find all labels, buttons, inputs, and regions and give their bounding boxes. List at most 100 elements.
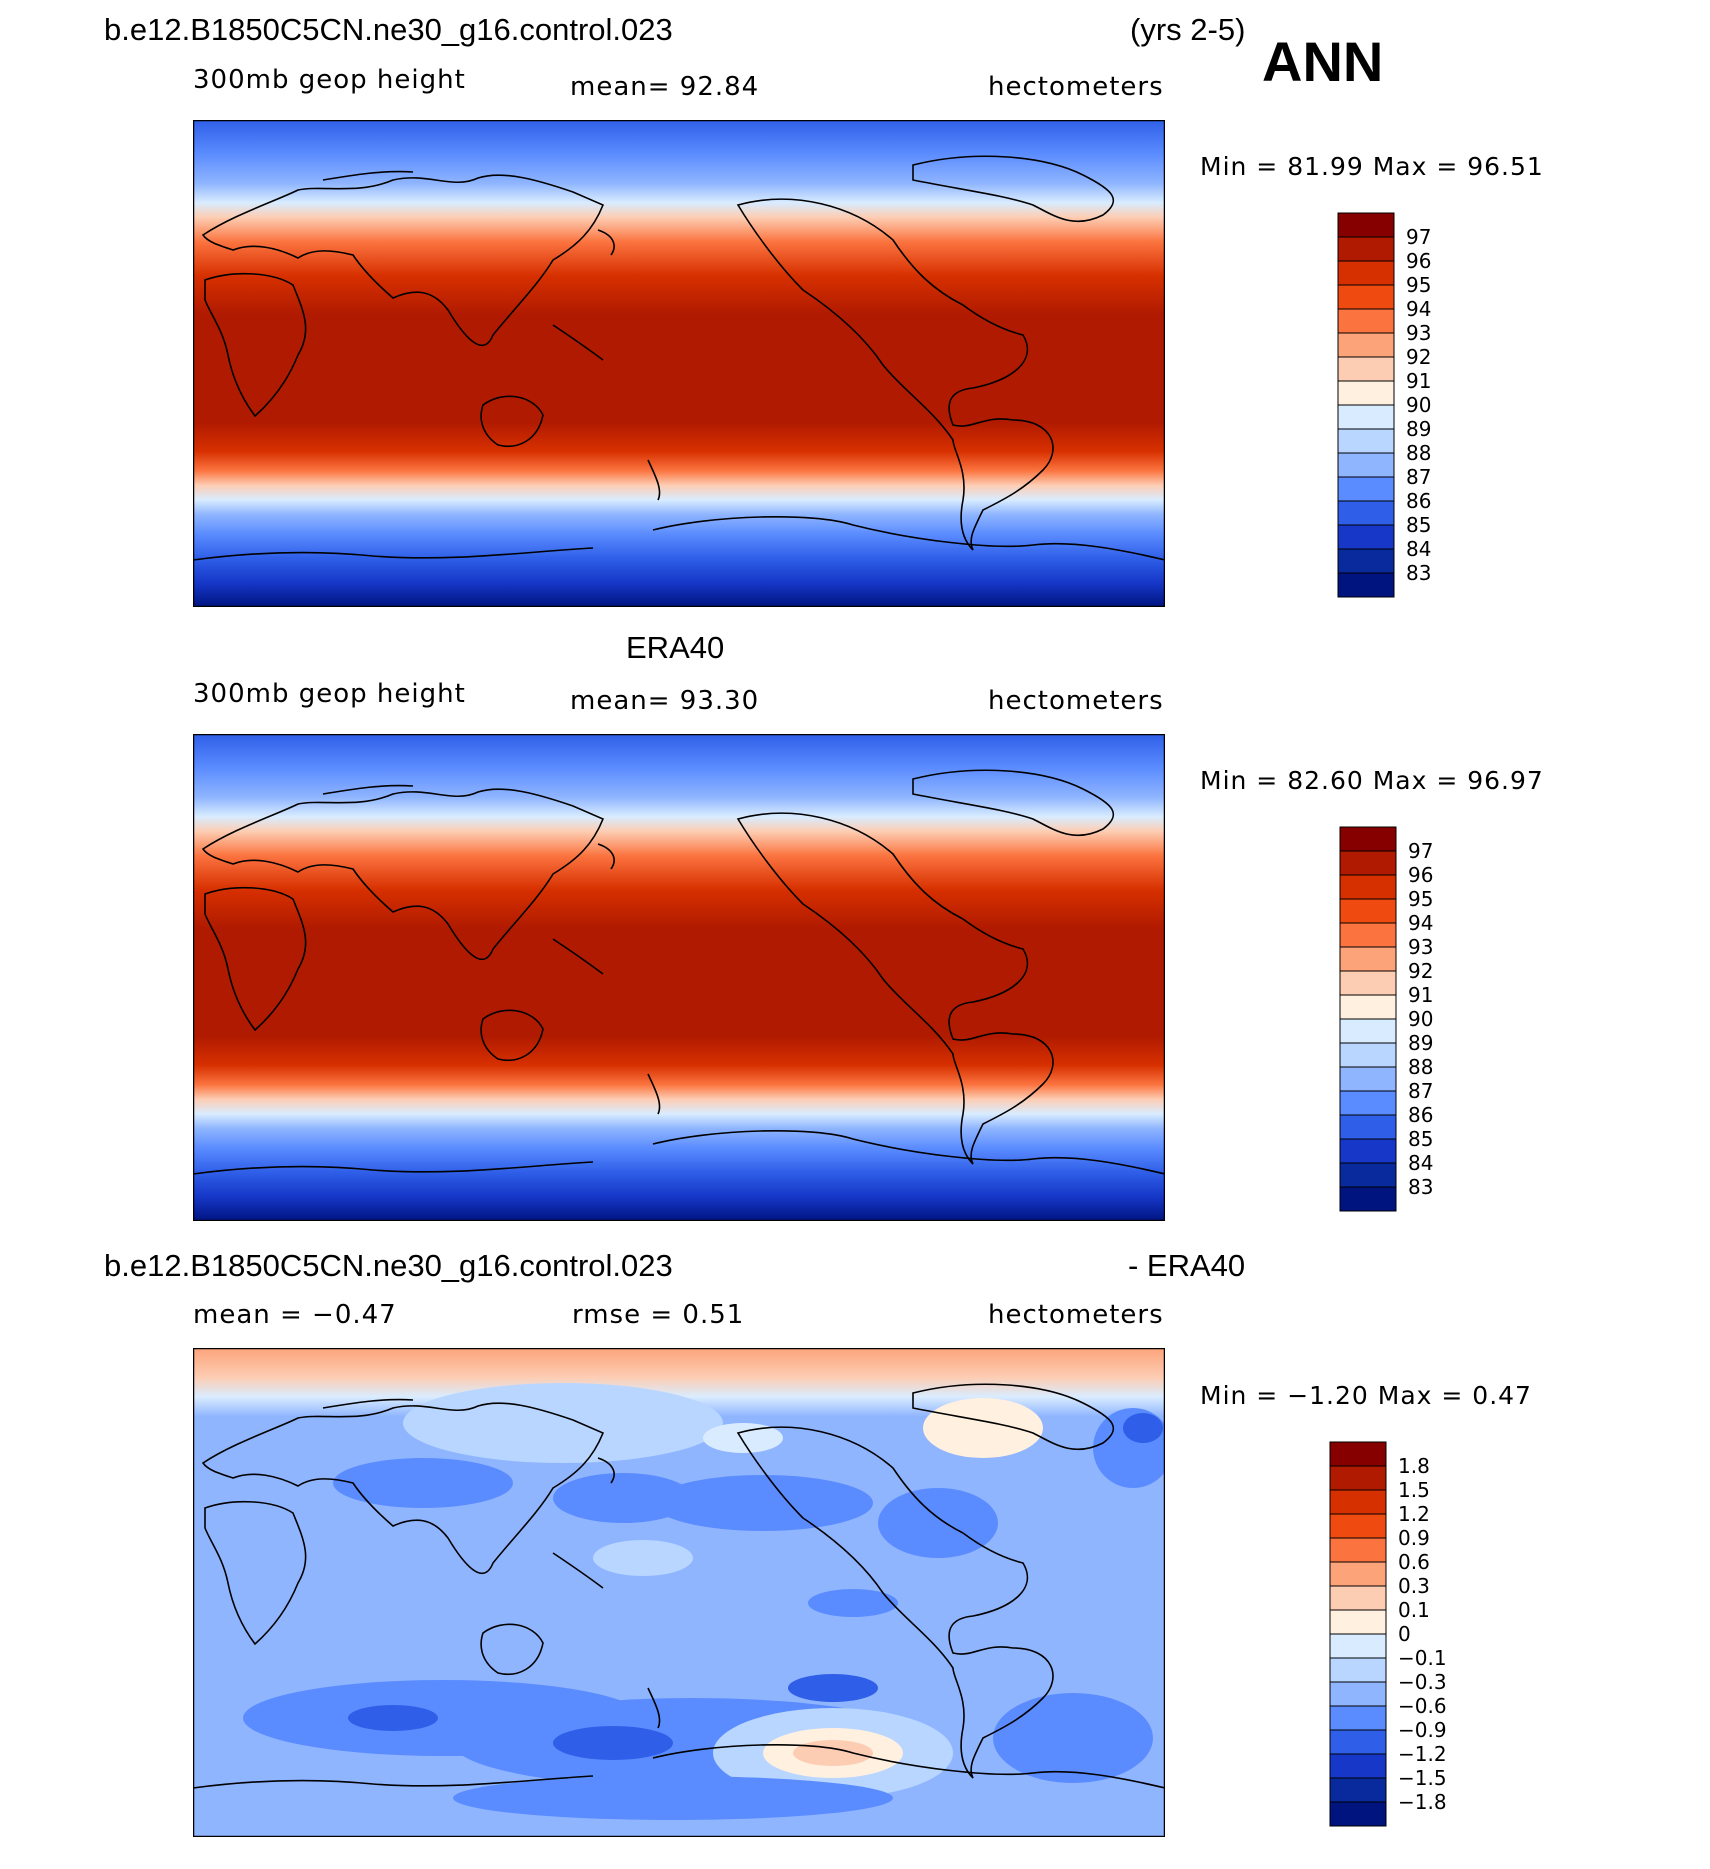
colorbar-box [1329, 1609, 1387, 1635]
colorbar-box [1337, 548, 1395, 574]
colorbar-label: 96 [1406, 249, 1431, 273]
colorbar-label: 83 [1408, 1175, 1433, 1199]
colorbar-box [1337, 332, 1395, 358]
panel-1-years: (yrs 2-5) [1130, 12, 1246, 47]
colorbar-box [1337, 260, 1395, 286]
colorbar-box [1339, 850, 1397, 876]
colorbar-box [1329, 1729, 1387, 1755]
colorbar-box [1329, 1705, 1387, 1731]
colorbar-box [1337, 380, 1395, 406]
colorbar-box [1339, 1018, 1397, 1044]
colorbar-label: 86 [1408, 1103, 1433, 1127]
colorbar-label: 85 [1406, 513, 1431, 537]
colorbar-label: 0.3 [1398, 1574, 1430, 1598]
panel-3-case-title: b.e12.B1850C5CN.ne30_g16.control.023 [104, 1248, 673, 1283]
colorbar-box [1339, 826, 1397, 852]
colorbar-box [1329, 1801, 1387, 1827]
colorbar-box [1337, 428, 1395, 454]
colorbar-box [1337, 572, 1395, 598]
colorbar-box [1339, 1042, 1397, 1068]
colorbar-box [1329, 1561, 1387, 1587]
colorbar-box [1337, 308, 1395, 334]
colorbar-label: 84 [1408, 1151, 1433, 1175]
colorbar-box [1337, 476, 1395, 502]
colorbar-box [1329, 1633, 1387, 1659]
colorbar-box [1339, 922, 1397, 948]
colorbar-label: 87 [1408, 1079, 1433, 1103]
colorbar-box [1339, 1090, 1397, 1116]
panel-1-variable: 300mb geop height [193, 65, 466, 95]
colorbar-label: 0 [1398, 1622, 1411, 1646]
colorbar-label: 1.8 [1398, 1454, 1430, 1478]
panel-1-mean: mean= 92.84 [570, 72, 760, 102]
colorbar-box [1337, 404, 1395, 430]
panel-1-case-title: b.e12.B1850C5CN.ne30_g16.control.023 [104, 12, 673, 47]
colorbar-box [1329, 1585, 1387, 1611]
colorbar-label: 93 [1408, 935, 1433, 959]
colorbar-label: 95 [1408, 887, 1433, 911]
colorbar-label: 85 [1408, 1127, 1433, 1151]
panel-3-map [193, 1348, 1165, 1837]
colorbar-label: −1.8 [1398, 1790, 1447, 1814]
colorbar-label: −0.1 [1398, 1646, 1447, 1670]
panel-3-units: hectometers [988, 1300, 1164, 1330]
colorbar-box [1329, 1777, 1387, 1803]
colorbar-label: −1.2 [1398, 1742, 1447, 1766]
colorbar-label: 96 [1408, 863, 1433, 887]
colorbar-box [1339, 1186, 1397, 1212]
colorbar-box [1329, 1513, 1387, 1539]
panel-2-mean: mean= 93.30 [570, 686, 760, 716]
colorbar-label: 94 [1408, 911, 1433, 935]
colorbar-label: 88 [1408, 1055, 1433, 1079]
colorbar-label: 86 [1406, 489, 1431, 513]
colorbar-label: 89 [1408, 1031, 1433, 1055]
colorbar-box [1329, 1537, 1387, 1563]
panel-3-minus-obs: - ERA40 [1128, 1248, 1246, 1283]
panel-2-title: ERA40 [626, 630, 725, 665]
season-label: ANN [1262, 30, 1384, 93]
colorbar-label: 90 [1406, 393, 1431, 417]
colorbar-box [1329, 1465, 1387, 1491]
panel-2-colorbar: 97 96 95 94 93 92 91 90 89 88 87 86 85 84 83 [1339, 826, 1540, 1215]
colorbar-label: −0.9 [1398, 1718, 1447, 1742]
colorbar-box [1339, 1066, 1397, 1092]
colorbar-label: 1.5 [1398, 1478, 1430, 1502]
panel-2-map [193, 734, 1165, 1221]
colorbar-box [1329, 1441, 1387, 1467]
colorbar-label: 0.1 [1398, 1598, 1430, 1622]
colorbar-box [1329, 1753, 1387, 1779]
panel-3-rmse: rmse = 0.51 [572, 1300, 745, 1330]
colorbar-box [1329, 1681, 1387, 1707]
colorbar-box [1337, 500, 1395, 526]
panel-3-mean: mean = −0.47 [193, 1300, 397, 1330]
colorbar-label: 89 [1406, 417, 1431, 441]
colorbar-label: 93 [1406, 321, 1431, 345]
colorbar-label: 1.2 [1398, 1502, 1430, 1526]
colorbar-box [1339, 898, 1397, 924]
colorbar-label: 92 [1406, 345, 1431, 369]
panel-3-minmax: Min = −1.20 Max = 0.47 [1200, 1381, 1532, 1410]
colorbar-box [1329, 1657, 1387, 1683]
panel-2-minmax: Min = 82.60 Max = 96.97 [1200, 766, 1544, 795]
colorbar-label: 90 [1408, 1007, 1433, 1031]
panel-2-variable: 300mb geop height [193, 679, 466, 709]
colorbar-box [1339, 946, 1397, 972]
panel-3-colorbar: 1.8 1.5 1.2 0.9 0.6 0.3 0.1 0 −0.1 −0.3 −0.6 −0.9 −1… [1329, 1441, 1550, 1830]
colorbar-label: 88 [1406, 441, 1431, 465]
panel-1-map [193, 120, 1165, 607]
colorbar-label: 0.6 [1398, 1550, 1430, 1574]
colorbar-box [1337, 356, 1395, 382]
colorbar-label: −1.5 [1398, 1766, 1447, 1790]
colorbar-label: −0.3 [1398, 1670, 1447, 1694]
colorbar-box [1329, 1489, 1387, 1515]
panel-2-units: hectometers [988, 686, 1164, 716]
colorbar-box [1337, 524, 1395, 550]
colorbar-label: 91 [1408, 983, 1433, 1007]
colorbar-box [1339, 970, 1397, 996]
colorbar-box [1337, 212, 1395, 238]
colorbar-label: 83 [1406, 561, 1431, 585]
colorbar-box [1339, 874, 1397, 900]
panel-1-minmax: Min = 81.99 Max = 96.51 [1200, 152, 1544, 181]
panel-1-units: hectometers [988, 72, 1164, 102]
colorbar-box [1339, 994, 1397, 1020]
